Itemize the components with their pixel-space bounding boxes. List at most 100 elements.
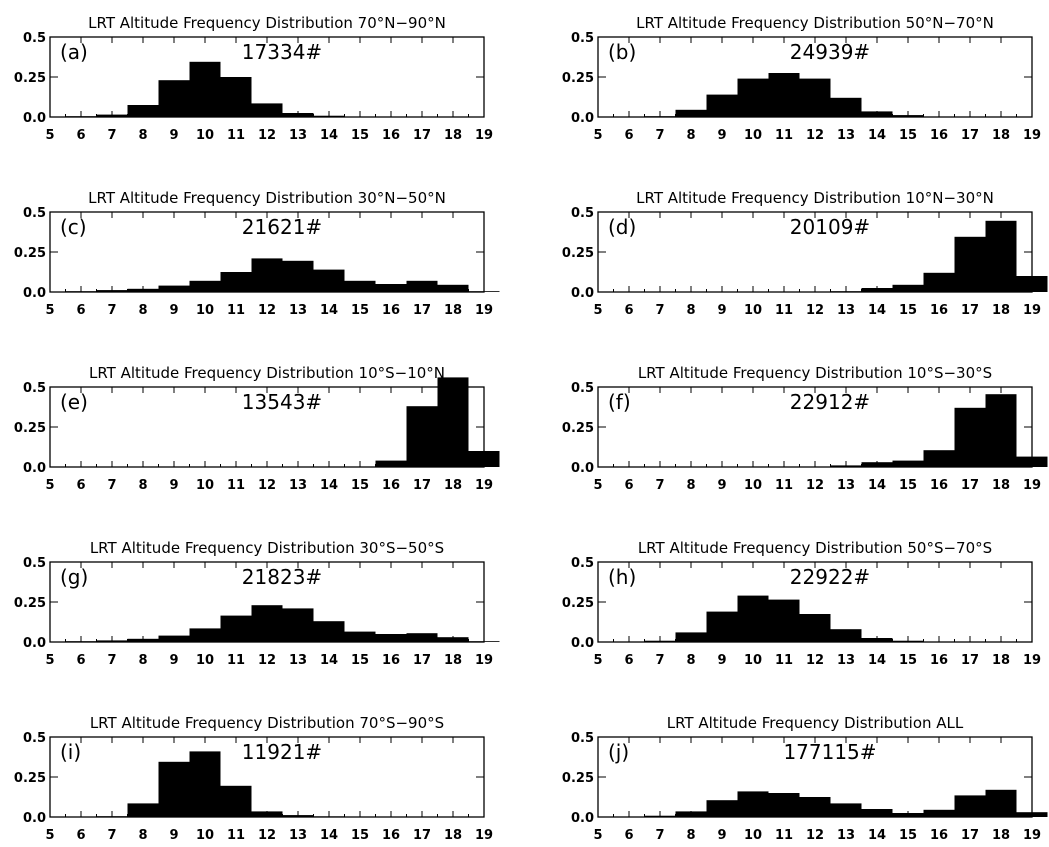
x-tick-label: 7 xyxy=(107,128,116,143)
x-tick-label: 12 xyxy=(258,303,276,318)
x-tick-label: 7 xyxy=(107,478,116,493)
bar xyxy=(799,78,831,117)
x-tick-label: 6 xyxy=(624,303,633,318)
x-tick-label: 16 xyxy=(382,128,400,143)
x-tick-label: 8 xyxy=(686,478,695,493)
y-tick-label: 0.0 xyxy=(571,111,594,126)
x-tick-label: 7 xyxy=(107,303,116,318)
bar xyxy=(985,220,1017,292)
y-tick-label: 0.25 xyxy=(14,421,46,436)
x-tick-label: 15 xyxy=(351,478,369,493)
x-tick-label: 14 xyxy=(868,303,886,318)
bar xyxy=(706,800,738,817)
x-tick-label: 16 xyxy=(930,303,948,318)
y-tick-label: 0.0 xyxy=(571,636,594,651)
x-tick-label: 19 xyxy=(475,128,493,143)
x-tick-label: 5 xyxy=(593,128,602,143)
x-tick-label: 18 xyxy=(992,828,1010,843)
x-tick-label: 17 xyxy=(413,828,431,843)
bar xyxy=(830,97,862,117)
bar xyxy=(768,599,800,642)
x-tick-label: 7 xyxy=(655,303,664,318)
x-tick-label: 8 xyxy=(686,303,695,318)
x-tick-label: 19 xyxy=(475,478,493,493)
x-tick-label: 8 xyxy=(686,128,695,143)
x-tick-label: 6 xyxy=(76,653,85,668)
x-tick-label: 5 xyxy=(45,303,54,318)
x-tick-label: 10 xyxy=(196,478,214,493)
sample-count: 21621# xyxy=(242,215,322,239)
x-tick-label: 6 xyxy=(624,128,633,143)
x-tick-label: 6 xyxy=(624,828,633,843)
x-tick-label: 11 xyxy=(775,128,793,143)
panel-title: LRT Altitude Frequency Distribution 30°S… xyxy=(90,539,444,557)
panel-title: LRT Altitude Frequency Distribution 50°S… xyxy=(638,539,992,557)
x-tick-label: 5 xyxy=(45,828,54,843)
panel-title: LRT Altitude Frequency Distribution 50°N… xyxy=(636,14,994,32)
panel-title: LRT Altitude Frequency Distribution 10°N… xyxy=(636,189,994,207)
x-tick-label: 8 xyxy=(686,653,695,668)
x-tick-label: 10 xyxy=(196,303,214,318)
x-tick-label: 17 xyxy=(961,653,979,668)
panel-label: (e) xyxy=(60,390,88,414)
x-tick-label: 9 xyxy=(169,653,178,668)
x-tick-label: 12 xyxy=(806,478,824,493)
x-tick-label: 11 xyxy=(775,478,793,493)
x-tick-label: 7 xyxy=(655,828,664,843)
y-tick-label: 0.5 xyxy=(571,556,594,571)
x-tick-label: 11 xyxy=(227,478,245,493)
x-tick-label: 14 xyxy=(320,478,338,493)
x-tick-label: 6 xyxy=(76,303,85,318)
x-tick-label: 8 xyxy=(138,828,147,843)
x-tick-label: 14 xyxy=(868,828,886,843)
y-tick-label: 0.5 xyxy=(571,381,594,396)
bar xyxy=(768,73,800,117)
panel-j: LRT Altitude Frequency Distribution ALL 5… xyxy=(562,714,1048,843)
x-tick-label: 11 xyxy=(227,128,245,143)
x-tick-label: 15 xyxy=(351,653,369,668)
x-tick-label: 15 xyxy=(351,303,369,318)
x-tick-label: 11 xyxy=(227,653,245,668)
x-tick-label: 6 xyxy=(76,828,85,843)
x-tick-label: 5 xyxy=(593,303,602,318)
panel-title: LRT Altitude Frequency Distribution 70°S… xyxy=(90,714,444,732)
y-tick-label: 0.0 xyxy=(23,811,46,826)
y-tick-label: 0.25 xyxy=(14,771,46,786)
panel-h: LRT Altitude Frequency Distribution 50°S… xyxy=(562,539,1041,668)
x-tick-label: 12 xyxy=(806,128,824,143)
y-tick-label: 0.0 xyxy=(571,461,594,476)
bar xyxy=(799,797,831,817)
bar xyxy=(251,103,283,117)
y-tick-label: 0.5 xyxy=(23,731,46,746)
x-tick-label: 14 xyxy=(868,128,886,143)
x-tick-label: 18 xyxy=(992,128,1010,143)
x-tick-label: 6 xyxy=(76,478,85,493)
x-tick-label: 12 xyxy=(806,653,824,668)
y-tick-label: 0.5 xyxy=(23,556,46,571)
y-tick-label: 0.0 xyxy=(23,111,46,126)
panel-label: (i) xyxy=(60,740,81,764)
x-tick-label: 16 xyxy=(382,653,400,668)
panel-c: LRT Altitude Frequency Distribution 30°N… xyxy=(14,189,500,318)
x-tick-label: 19 xyxy=(1023,478,1041,493)
x-tick-label: 14 xyxy=(868,478,886,493)
y-tick-label: 0.25 xyxy=(562,421,594,436)
bar xyxy=(251,605,283,642)
x-tick-label: 6 xyxy=(76,128,85,143)
x-tick-label: 19 xyxy=(1023,128,1041,143)
x-tick-label: 11 xyxy=(227,828,245,843)
panel-label: (f) xyxy=(608,390,631,414)
x-tick-label: 6 xyxy=(624,653,633,668)
panel-i: LRT Altitude Frequency Distribution 70°S… xyxy=(14,714,493,843)
bar xyxy=(189,751,221,817)
x-tick-label: 5 xyxy=(593,478,602,493)
x-tick-label: 13 xyxy=(289,828,307,843)
panel-title: LRT Altitude Frequency Distribution ALL xyxy=(667,714,964,732)
y-tick-label: 0.25 xyxy=(14,246,46,261)
y-tick-label: 0.25 xyxy=(14,596,46,611)
x-tick-label: 9 xyxy=(169,828,178,843)
bar xyxy=(954,407,986,467)
x-tick-label: 7 xyxy=(107,828,116,843)
sample-count: 21823# xyxy=(242,565,322,589)
